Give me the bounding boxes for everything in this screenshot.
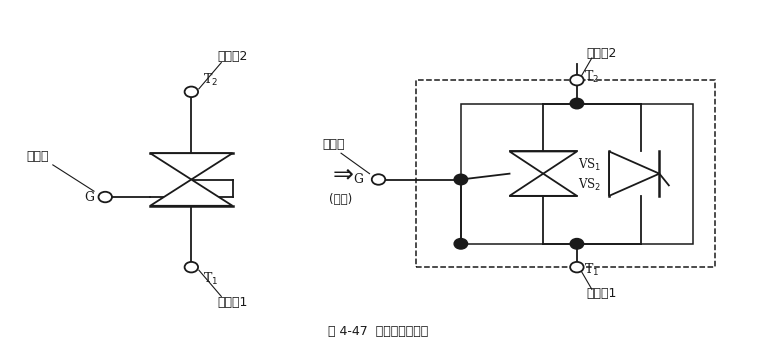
Circle shape [570,75,584,85]
Bar [461,103,693,244]
Circle shape [454,174,468,185]
Text: G: G [84,191,94,204]
Text: 主电极1: 主电极1 [217,296,248,309]
Text: 主电极2: 主电极2 [586,47,616,60]
Text: 图 4-47  双向晶闸管原理: 图 4-47 双向晶闸管原理 [329,325,428,338]
Polygon shape [509,174,577,196]
Text: $\Rightarrow$: $\Rightarrow$ [328,162,354,186]
Circle shape [185,262,198,272]
Polygon shape [509,151,577,174]
Circle shape [570,238,584,249]
Polygon shape [150,180,232,206]
Text: T$_1$: T$_1$ [584,262,600,278]
Circle shape [372,174,385,185]
Text: (等效): (等效) [329,194,353,206]
Text: VS$_2$: VS$_2$ [578,177,602,194]
Circle shape [570,262,584,272]
Polygon shape [150,153,232,180]
Text: 主电极1: 主电极1 [586,287,616,300]
Bar [416,80,715,267]
Text: 控制极: 控制极 [322,138,345,151]
Text: T$_2$: T$_2$ [584,69,600,85]
Polygon shape [609,151,659,196]
Text: 主电极2: 主电极2 [217,50,248,63]
Circle shape [185,87,198,97]
Text: T$_2$: T$_2$ [203,72,217,88]
Circle shape [454,238,468,249]
Text: 控制极: 控制极 [26,150,49,163]
Text: G: G [354,173,363,186]
Text: T$_1$: T$_1$ [203,271,218,287]
Text: VS$_1$: VS$_1$ [578,157,602,173]
Circle shape [570,98,584,109]
Circle shape [98,192,112,202]
